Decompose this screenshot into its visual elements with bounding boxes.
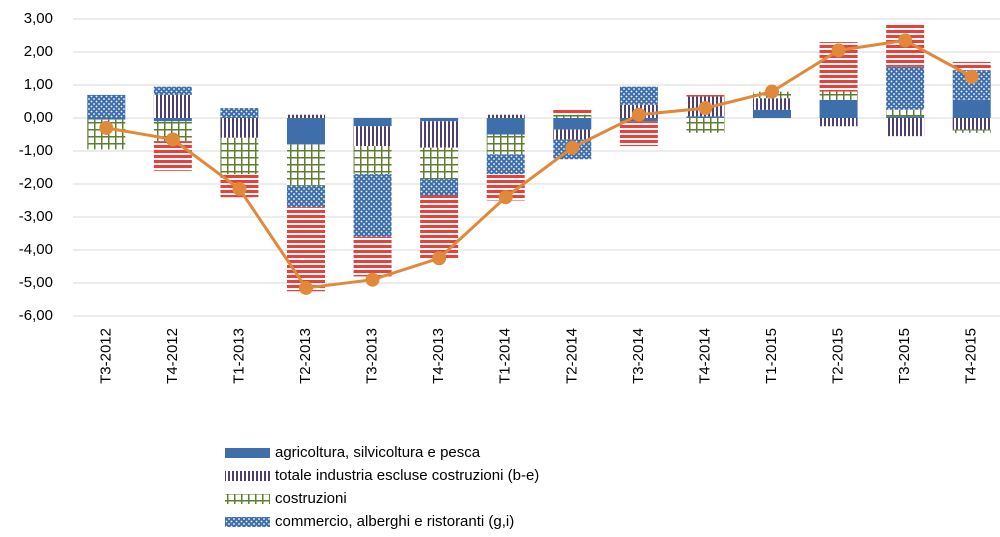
x-tick-label: T4-2014	[696, 328, 713, 384]
bar-segment	[686, 94, 725, 97]
legend-label: costruzioni	[275, 490, 347, 507]
legend-swatch	[225, 517, 270, 527]
bar-segment	[420, 147, 459, 180]
line-marker	[165, 132, 180, 147]
legend-swatch	[225, 448, 270, 458]
line-marker	[631, 107, 646, 122]
bar-segment	[220, 118, 259, 138]
bar-segment	[819, 118, 858, 127]
bar-segment	[420, 195, 459, 259]
y-tick-label: -5,00	[19, 274, 53, 291]
x-tick-label: T4-2015	[963, 328, 980, 384]
x-tick-label: T3-2015	[896, 328, 913, 384]
x-tick-label: T2-2015	[830, 328, 847, 384]
y-tick-label: -6,00	[19, 307, 53, 324]
bar-segment	[619, 121, 658, 147]
y-tick-label: 2,00	[24, 43, 53, 60]
bar-segment	[153, 94, 192, 118]
line-marker	[365, 272, 380, 287]
bar-segment	[486, 154, 525, 175]
bar-segment	[553, 129, 592, 140]
bar-segment	[353, 146, 392, 175]
line-marker	[498, 190, 513, 205]
bar-segment	[619, 86, 658, 105]
x-tick-label: T2-2013	[297, 328, 314, 384]
bar-segment	[952, 129, 991, 133]
bar-segment	[686, 118, 725, 133]
y-tick-label: -3,00	[19, 208, 53, 225]
line	[106, 38, 973, 290]
bar-segment	[353, 126, 392, 147]
bar-segment	[420, 179, 459, 196]
bar-segment	[952, 118, 991, 130]
legend-label: agricoltura, silvicoltura e pesca	[275, 444, 481, 461]
bar-segment	[886, 116, 925, 118]
legend-label: commercio, alberghi e ristoranti (g,i)	[275, 513, 514, 530]
bar-segment	[87, 118, 126, 120]
line-marker	[698, 101, 713, 116]
bar-segment	[353, 236, 392, 277]
line-marker	[565, 140, 580, 155]
line-marker	[432, 251, 447, 266]
bar-segment	[153, 118, 192, 122]
y-tick-label: -4,00	[19, 241, 53, 258]
line-marker	[232, 181, 247, 196]
legend-label: totale industria escluse costruzioni (b-…	[275, 467, 539, 484]
bar-segment	[486, 118, 525, 135]
x-tick-label: T1-2013	[230, 328, 247, 384]
bar-segment	[819, 99, 858, 118]
bar-segment	[87, 94, 126, 118]
x-tick-label: T3-2013	[364, 328, 381, 384]
line-marker	[99, 120, 114, 135]
bar-segment	[886, 66, 925, 110]
x-tick-label: T4-2012	[164, 328, 181, 384]
bar-segment	[952, 99, 991, 118]
line-marker	[765, 84, 779, 99]
line-marker	[964, 69, 979, 84]
x-tick-label: T3-2012	[97, 328, 114, 384]
bar-segment	[553, 114, 592, 118]
y-tick-label: -2,00	[19, 175, 53, 192]
bar-segment	[420, 118, 459, 122]
legend-swatch	[225, 471, 270, 481]
x-tick-label: T4-2013	[430, 328, 447, 384]
bar-segment	[287, 207, 325, 292]
bar-segment	[220, 108, 259, 118]
bar-segment	[553, 109, 592, 115]
y-tick-label: 1,00	[24, 76, 53, 93]
bar-segment	[153, 86, 192, 95]
bar-segment	[886, 109, 925, 117]
y-tick-label: 3,00	[24, 10, 53, 27]
x-tick-label: T2-2014	[563, 328, 580, 384]
bar-segment	[287, 114, 325, 118]
line-marker	[898, 33, 913, 48]
bar-segment	[486, 134, 525, 155]
x-tick-label: T1-2014	[497, 328, 514, 384]
bar-segment	[287, 144, 325, 186]
bar-segment	[819, 91, 858, 100]
bar-segment	[287, 118, 325, 145]
bar-segment	[886, 118, 925, 137]
bar-segment	[287, 185, 325, 208]
bar-segment	[952, 61, 991, 71]
line-marker	[299, 280, 313, 295]
x-tick-label: T3-2014	[630, 328, 647, 384]
bar-segment	[553, 118, 592, 130]
bar-segment	[153, 121, 192, 142]
bar-segment	[686, 116, 725, 118]
line-marker	[831, 43, 846, 58]
bar-segment	[420, 121, 459, 148]
y-tick-label: 0,00	[24, 109, 53, 126]
bar-segment	[220, 137, 259, 175]
bar-segment	[353, 118, 392, 127]
bar-segment	[753, 98, 791, 110]
bar-segment	[753, 109, 791, 118]
bar-segment	[486, 114, 525, 118]
x-tick-label: T1-2015	[763, 328, 780, 384]
bar-segment	[353, 174, 392, 237]
legend-swatch	[225, 494, 270, 504]
y-tick-label: -1,00	[19, 142, 53, 159]
